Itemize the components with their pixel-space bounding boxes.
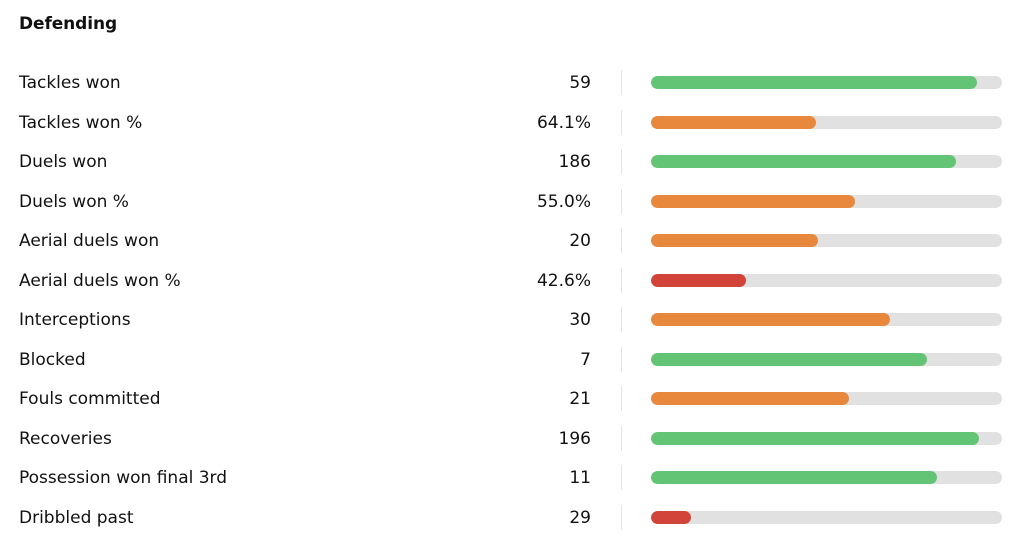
stat-value: 21 — [569, 389, 591, 409]
stat-bar-fill — [651, 273, 746, 287]
stat-label: Possession won final 3rd — [19, 468, 228, 488]
stat-value: 30 — [569, 310, 591, 330]
stat-row-duels-won-pct: Duels won % 55.0% — [0, 181, 1024, 221]
row-divider — [621, 425, 622, 451]
stat-bar-track — [651, 234, 1002, 247]
stat-label: Recoveries — [19, 428, 112, 449]
stat-value: 196 — [558, 428, 591, 449]
stat-value: 42.6% — [536, 270, 591, 291]
stat-row-interceptions: Interceptions 30 — [0, 299, 1024, 339]
stat-bar-track — [651, 115, 1002, 129]
stat-label: Tackles won — [19, 73, 121, 93]
stats-list: Tackles won 59 Tackles won % 64.1% Duels… — [0, 62, 1024, 536]
stat-bar-fill — [651, 510, 692, 524]
stat-bar-fill — [651, 115, 816, 129]
row-divider — [621, 188, 622, 214]
stat-bar-track — [651, 471, 1002, 484]
stat-row-possession-won-final-3rd: Possession won final 3rd 11 — [0, 457, 1024, 497]
row-divider — [621, 504, 622, 530]
row-divider — [621, 228, 622, 253]
stat-value: 20 — [569, 231, 591, 251]
row-divider — [621, 386, 622, 411]
stat-label: Dribbled past — [19, 507, 134, 528]
stat-bar-track — [651, 155, 1002, 168]
stat-row-dribbled-past: Dribbled past 29 — [0, 497, 1024, 537]
stat-bar-track — [651, 510, 1002, 524]
stat-bar-fill — [651, 392, 850, 405]
stat-row-recoveries: Recoveries 196 — [0, 418, 1024, 458]
stat-bar-track — [651, 431, 1002, 445]
stat-label: Aerial duels won — [19, 231, 160, 251]
stat-value: 7 — [580, 349, 591, 370]
stat-label: Blocked — [19, 349, 86, 370]
stat-value: 59 — [569, 73, 591, 93]
stat-value: 11 — [569, 468, 591, 488]
stat-row-fouls-committed: Fouls committed 21 — [0, 378, 1024, 418]
row-divider — [621, 267, 622, 293]
row-divider — [621, 307, 622, 332]
stat-label: Fouls committed — [19, 389, 161, 409]
stat-bar-track — [651, 313, 1002, 326]
section-title: Defending — [19, 14, 118, 34]
stat-value: 64.1% — [536, 112, 591, 133]
stat-label: Tackles won % — [19, 112, 143, 133]
stat-row-tackles-won-pct: Tackles won % 64.1% — [0, 102, 1024, 142]
stat-bar-fill — [651, 352, 927, 366]
stat-label: Duels won % — [19, 191, 129, 212]
stat-bar-fill — [651, 194, 855, 208]
stat-bar-track — [651, 273, 1002, 287]
stat-row-aerial-duels-won: Aerial duels won 20 — [0, 220, 1024, 260]
stat-bar-track — [651, 352, 1002, 366]
stat-bar-fill — [651, 431, 980, 445]
stat-label: Aerial duels won % — [19, 270, 181, 291]
stat-bar-fill — [651, 155, 957, 168]
stat-row-aerial-duels-won-pct: Aerial duels won % 42.6% — [0, 260, 1024, 300]
stat-bar-fill — [651, 234, 818, 247]
stat-bar-track — [651, 194, 1002, 208]
stat-value: 186 — [558, 152, 591, 172]
stat-bar-track — [651, 76, 1002, 89]
stat-label: Interceptions — [19, 310, 131, 330]
stat-bar-fill — [651, 471, 938, 484]
stat-value: 29 — [569, 507, 591, 528]
row-divider — [621, 346, 622, 372]
row-divider — [621, 70, 622, 95]
stat-row-tackles-won: Tackles won 59 — [0, 62, 1024, 102]
stat-bar-track — [651, 392, 1002, 405]
row-divider — [621, 465, 622, 490]
stat-bar-fill — [651, 76, 978, 89]
row-divider — [621, 149, 622, 174]
stat-label: Duels won — [19, 152, 108, 172]
row-divider — [621, 109, 622, 135]
stat-row-duels-won: Duels won 186 — [0, 141, 1024, 181]
stat-row-blocked: Blocked 7 — [0, 339, 1024, 379]
stat-bar-fill — [651, 313, 890, 326]
stat-value: 55.0% — [536, 191, 591, 212]
